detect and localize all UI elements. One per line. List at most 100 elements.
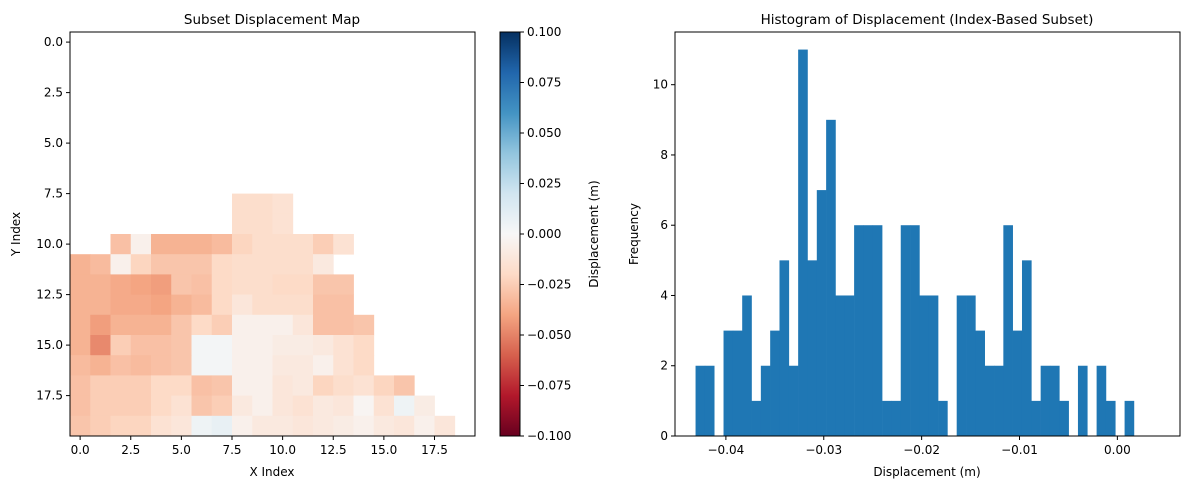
heatmap-cell	[110, 395, 132, 417]
heatmap-cell	[70, 314, 91, 336]
heatmap-cell	[232, 375, 253, 396]
heatmap-cell	[130, 355, 152, 376]
heatmap-cell	[191, 274, 213, 295]
heatmap-cell	[70, 395, 91, 417]
heatmap-cell	[333, 395, 354, 417]
histogram-bar	[928, 295, 939, 436]
heatmap-cell	[171, 234, 192, 255]
histogram-bar	[1040, 365, 1051, 436]
histogram-panel: −0.04 −0.03 −0.02 −0.01 0.00 0 2 4 6 8 10 Histogr…	[627, 12, 1181, 479]
heatmap-cell	[292, 294, 314, 316]
heatmap-cell	[434, 415, 456, 437]
heatmap-x-ticks: 0.0 2.5 5.0 7.5 10.0 12.5 15.0 17.5	[71, 436, 448, 457]
histogram-bar	[770, 330, 780, 436]
histogram-y-tick-label: 0	[660, 429, 668, 443]
heatmap-cell	[353, 375, 375, 396]
heatmap-x-tick-label: 17.5	[421, 443, 448, 457]
heatmap-cell	[171, 415, 192, 437]
histogram-bar	[1031, 400, 1041, 436]
histogram-bar	[1012, 330, 1023, 436]
heatmap-cell	[90, 395, 111, 417]
heatmap-cell	[70, 254, 91, 275]
heatmap-cell	[171, 335, 192, 356]
heatmap-cell	[313, 335, 334, 356]
heatmap-cell	[110, 274, 132, 295]
colorbar-tick-label: 0.075	[527, 76, 561, 90]
heatmap-cell	[272, 193, 294, 215]
heatmap-y-tick-label: 7.5	[44, 187, 63, 201]
heatmap-cell	[130, 335, 152, 356]
histogram-bar	[919, 295, 930, 436]
heatmap-cell	[292, 375, 314, 396]
heatmap-cell	[373, 395, 395, 417]
histogram-bar	[1049, 365, 1060, 436]
heatmap-cell	[232, 355, 253, 376]
heatmap-cell	[151, 294, 172, 316]
colorbar-tick-label: 0.050	[527, 126, 561, 140]
heatmap-cell	[211, 415, 233, 437]
heatmap-cell	[353, 335, 375, 356]
heatmap-cell	[373, 375, 395, 396]
heatmap-frame	[69, 31, 476, 437]
heatmap-title: Subset Displacement Map	[184, 12, 360, 28]
histogram-bar	[872, 225, 883, 436]
heatmap-cell	[70, 294, 91, 316]
heatmap-cell	[333, 274, 354, 295]
histogram-bar	[835, 295, 846, 436]
heatmap-cell	[232, 274, 253, 295]
heatmap-cell	[272, 335, 294, 356]
heatmap-cell	[90, 294, 111, 316]
heatmap-cell	[232, 193, 253, 215]
heatmap-cell	[151, 355, 172, 376]
heatmap-cell	[110, 375, 132, 396]
heatmap-cell	[333, 335, 354, 356]
histogram-bar	[798, 49, 808, 436]
heatmap-cell	[272, 415, 294, 437]
heatmap-cell	[333, 415, 354, 437]
histogram-bar	[863, 225, 874, 436]
heatmap-cell	[191, 375, 213, 396]
heatmap-cell	[151, 234, 172, 255]
heatmap-cell	[191, 415, 213, 437]
histogram-bar	[742, 295, 752, 436]
heatmap-cell	[191, 254, 213, 275]
heatmap-cell	[70, 355, 91, 376]
heatmap-y-tick-label: 2.5	[44, 86, 63, 100]
heatmap-cell	[313, 375, 334, 396]
heatmap-cell	[211, 355, 233, 376]
heatmap-cell	[313, 294, 334, 316]
histogram-bar	[1059, 400, 1069, 436]
histogram-bar	[732, 330, 743, 436]
histogram-title: Histogram of Displacement (Index-Based S…	[761, 12, 1094, 28]
heatmap-x-tick-label: 5.0	[172, 443, 191, 457]
heatmap-cell	[272, 234, 294, 255]
heatmap-cell	[211, 234, 233, 255]
heatmap-cell	[70, 415, 91, 437]
heatmap-cell	[313, 395, 334, 417]
heatmap-cell	[272, 395, 294, 417]
heatmap-y-ticks: 0.0 2.5 5.0 7.5 10.0 12.5 15.0 17.5	[36, 35, 70, 403]
heatmap-cell	[232, 314, 253, 336]
heatmap-cell	[151, 415, 172, 437]
histogram-bar	[854, 225, 864, 436]
histogram-bar	[723, 330, 734, 436]
heatmap-cell	[333, 294, 354, 316]
heatmap-cell	[232, 254, 253, 275]
histogram-bar	[816, 190, 827, 436]
heatmap-cell	[110, 234, 132, 255]
heatmap-cell	[313, 254, 334, 275]
histogram-bar	[807, 260, 818, 436]
heatmap-x-tick-label: 15.0	[371, 443, 398, 457]
histogram-x-tick-label: −0.04	[708, 443, 745, 457]
heatmap-cell	[171, 274, 192, 295]
heatmap-cell	[252, 213, 273, 235]
heatmap-cell	[110, 355, 132, 376]
heatmap-y-tick-label: 5.0	[44, 136, 63, 150]
colorbar-tick-label: −0.025	[527, 278, 571, 292]
heatmap-cell	[151, 254, 172, 275]
histogram-y-tick-label: 2	[660, 359, 668, 373]
heatmap-cell	[90, 314, 111, 336]
heatmap-y-label: Y Index	[9, 212, 23, 257]
heatmap-cell	[171, 355, 192, 376]
heatmap-cell	[232, 294, 253, 316]
